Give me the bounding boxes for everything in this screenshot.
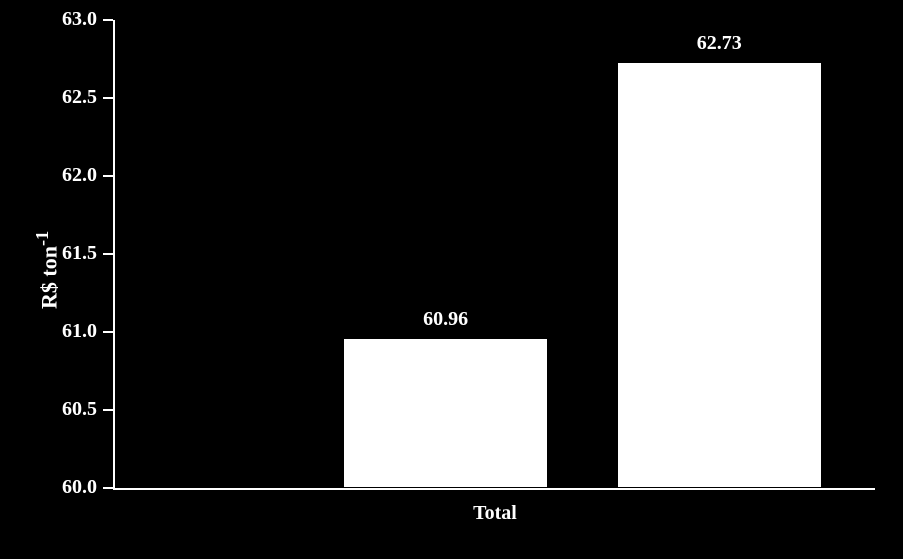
y-tick-label: 63.0: [62, 8, 97, 31]
y-tick: [103, 97, 113, 99]
y-tick: [103, 175, 113, 177]
bar-value-label: 60.96: [343, 308, 548, 331]
y-tick: [103, 487, 113, 489]
y-axis-label: R$ ton-1: [32, 231, 62, 309]
y-axis-line: [113, 20, 115, 490]
y-tick-label: 61.5: [62, 242, 97, 265]
chart-bar: [617, 62, 822, 488]
y-tick: [103, 331, 113, 333]
y-tick-label: 60.5: [62, 398, 97, 421]
y-tick-label: 62.0: [62, 164, 97, 187]
x-axis-line: [113, 488, 875, 490]
y-tick-label: 61.0: [62, 320, 97, 343]
bar-value-label: 62.73: [617, 32, 822, 55]
y-tick-label: 60.0: [62, 476, 97, 499]
y-tick: [103, 409, 113, 411]
y-tick: [103, 253, 113, 255]
chart-stage: 60.0 60.5 61.0 61.5 62.0 62.5 63.0 R$ to…: [0, 0, 903, 559]
y-axis-label-sup: -1: [32, 231, 52, 246]
y-tick: [103, 19, 113, 21]
y-axis-label-text: R$ ton: [36, 246, 61, 309]
y-tick-label: 62.5: [62, 86, 97, 109]
chart-bar: [343, 338, 548, 488]
x-axis-label: Total: [115, 502, 875, 525]
